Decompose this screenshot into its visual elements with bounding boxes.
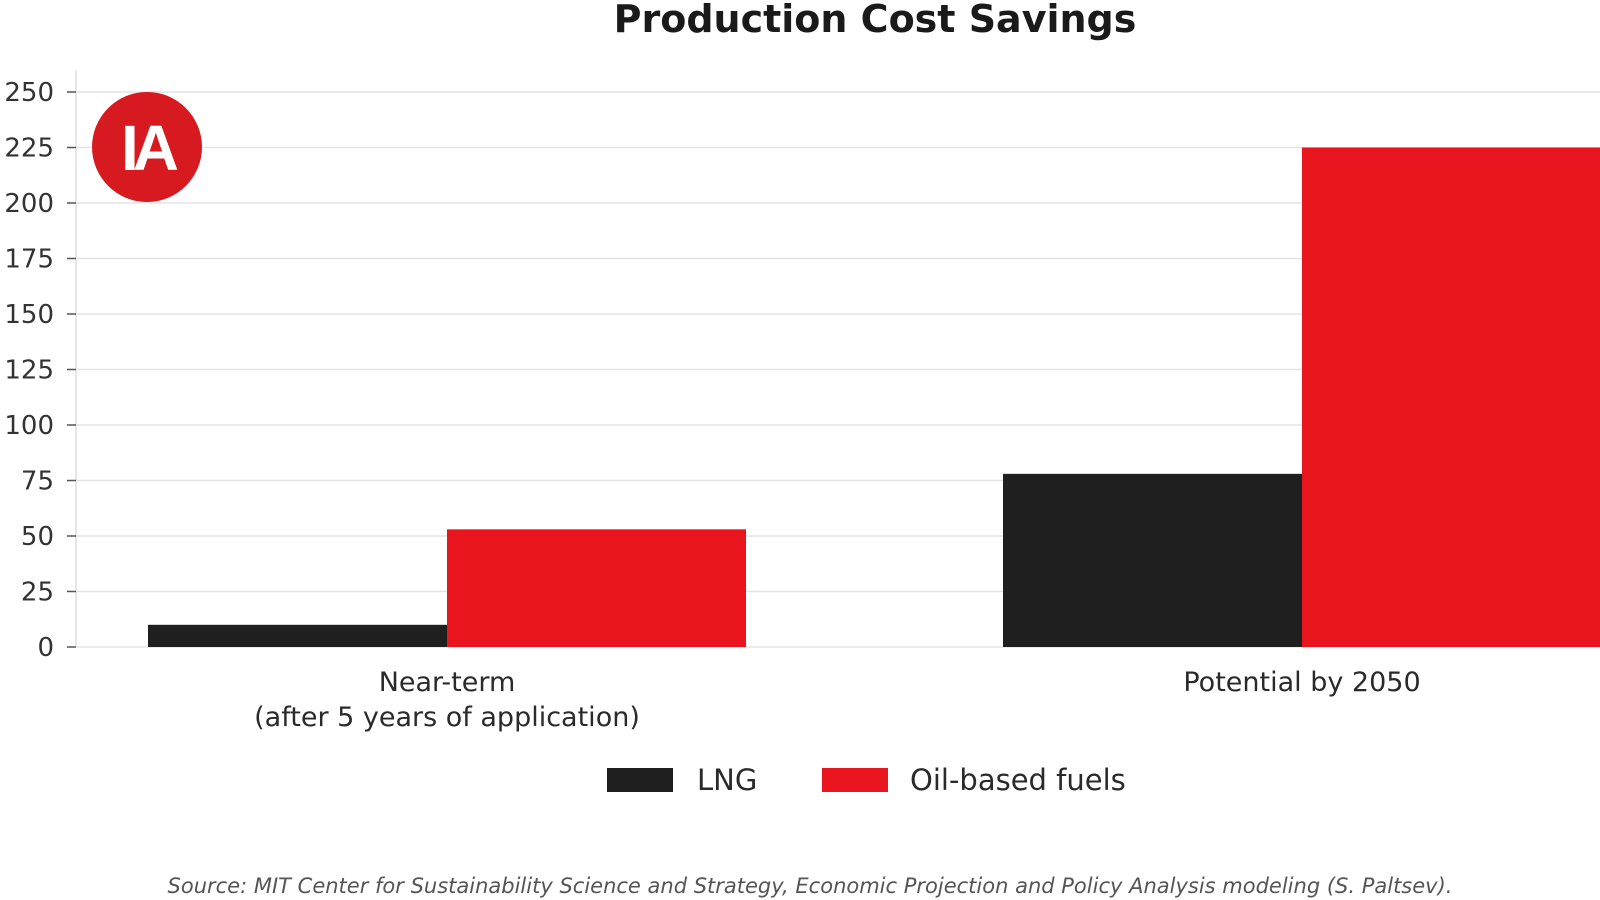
ia-logo-text: IA	[121, 112, 178, 184]
y-tick-label: 0	[37, 633, 54, 663]
chart-title: Production Cost Savings	[614, 0, 1137, 41]
y-tick-label: 100	[4, 411, 54, 441]
legend-swatch-lng	[607, 768, 673, 792]
x-axis-labels: Near-term (after 5 years of application) P…	[254, 667, 1421, 733]
legend: LNG Oil-based fuels	[607, 763, 1126, 797]
legend-label-lng: LNG	[697, 763, 757, 797]
y-tick-label: 200	[4, 189, 54, 219]
bar-oil-based-fuels-1	[447, 529, 746, 647]
ia-logo-circle	[92, 92, 202, 202]
x-tick-label: Potential by 2050	[1183, 667, 1420, 698]
legend-label-oil-based-fuels: Oil-based fuels	[910, 763, 1126, 797]
y-axis-ticks: 0 25 50 75 100 125 150 175 200 225 250	[4, 78, 76, 663]
y-tick-label: 75	[21, 467, 54, 497]
x-tick-label: Near-term	[379, 667, 516, 698]
x-tick-label: (after 5 years of application)	[254, 702, 640, 733]
source-note: Source: MIT Center for Sustainability Sc…	[168, 874, 1453, 898]
ia-logo: IA	[92, 92, 202, 202]
bar-lng-2	[1003, 473, 1302, 647]
bar-lng-1	[148, 624, 447, 647]
y-tick-label: 125	[4, 356, 54, 386]
legend-swatch-oil-based-fuels	[822, 768, 888, 792]
y-tick-label: 50	[21, 522, 54, 552]
bars	[148, 147, 1600, 647]
y-tick-label: 25	[21, 578, 54, 608]
bar-oil-based-fuels-2	[1302, 147, 1600, 647]
y-tick-label: 250	[4, 78, 54, 108]
y-tick-label: 150	[4, 300, 54, 330]
y-tick-label: 225	[4, 134, 54, 164]
y-tick-label: 175	[4, 245, 54, 275]
